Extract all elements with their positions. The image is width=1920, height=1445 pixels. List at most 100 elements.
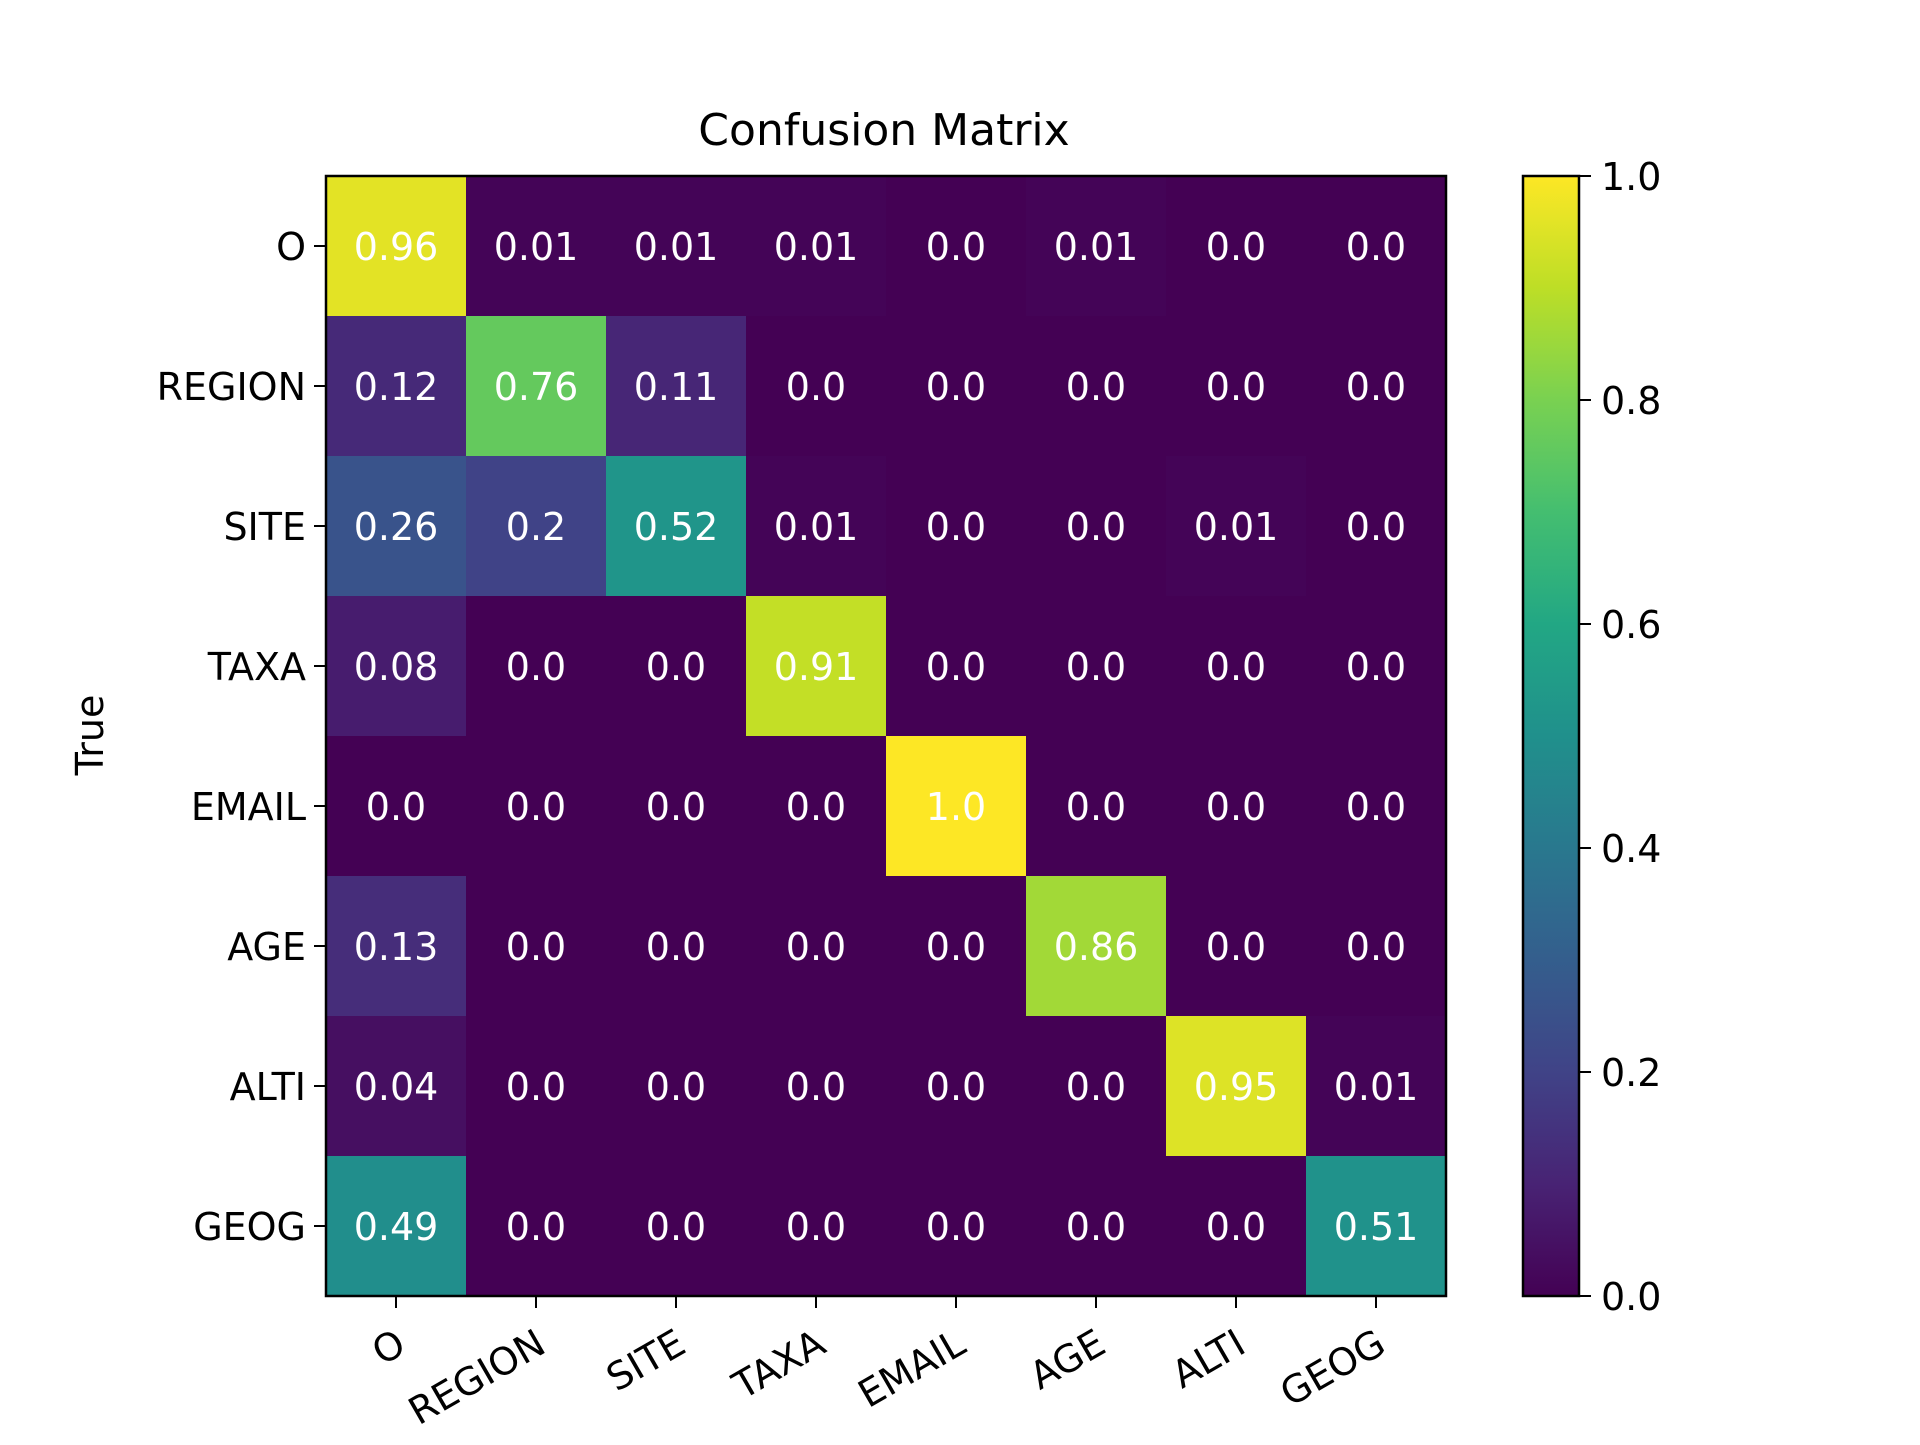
y-axis-label: True: [68, 695, 112, 777]
y-tick-label: AGE: [227, 925, 306, 969]
y-tick-label: O: [276, 225, 306, 269]
cell-value-label: 0.0: [926, 645, 986, 689]
cell-value-label: 0.2: [506, 505, 566, 549]
heatmap-cell: [886, 1016, 1027, 1157]
heatmap-cell: [746, 1156, 887, 1297]
heatmap-cell: [886, 176, 1027, 317]
heatmap-cell: [466, 596, 607, 737]
heatmap-cell: [1026, 876, 1167, 1017]
cell-value-label: 0.26: [354, 505, 439, 549]
cell-value-label: 0.0: [926, 925, 986, 969]
cell-value-label: 0.11: [634, 365, 719, 409]
cell-value-label: 0.08: [354, 645, 439, 689]
cell-value-label: 0.0: [1206, 225, 1266, 269]
cell-value-label: 0.76: [494, 365, 579, 409]
cell-value-label: 0.04: [354, 1065, 439, 1109]
cell-value-label: 0.13: [354, 925, 439, 969]
cell-value-label: 0.0: [926, 1065, 986, 1109]
cell-value-label: 0.0: [646, 1205, 706, 1249]
heatmap-cell: [886, 596, 1027, 737]
y-tick-label: SITE: [223, 505, 306, 549]
heatmap-cell: [1306, 316, 1447, 457]
heatmap-cell: [326, 456, 467, 597]
cell-value-label: 0.01: [1334, 1065, 1419, 1109]
heatmap-cell: [326, 596, 467, 737]
heatmap-cell: [886, 736, 1027, 877]
cell-value-label: 1.0: [926, 785, 986, 829]
cell-value-label: 0.0: [506, 1065, 566, 1109]
cell-annotations: 0.96 0.01 0.01 0.01 0.0 0.01 0.0 0.0 0.12 0.76 0.1…: [354, 225, 1419, 1249]
heatmap-cell: [606, 596, 747, 737]
heatmap-cell: [326, 1156, 467, 1297]
heatmap-cell: [1166, 596, 1307, 737]
cell-value-label: 0.01: [634, 225, 719, 269]
y-axis: O REGION SITE TAXA EMAIL AGE ALTI GEOG: [157, 225, 326, 1249]
y-tick-label: ALTI: [230, 1065, 306, 1109]
heatmap-cell: [1306, 1016, 1447, 1157]
cell-value-label: 0.0: [506, 785, 566, 829]
heatmap-cell: [466, 1156, 607, 1297]
heatmap-cell: [1026, 1016, 1167, 1157]
heatmap-cells: [326, 176, 1447, 1297]
cell-value-label: 0.0: [506, 645, 566, 689]
colorbar-tick-label: 0.2: [1601, 1051, 1661, 1095]
heatmap-cell: [466, 456, 607, 597]
cell-value-label: 0.86: [1054, 925, 1139, 969]
cell-value-label: 0.12: [354, 365, 439, 409]
cell-value-label: 0.0: [1346, 225, 1406, 269]
cell-value-label: 0.0: [1206, 785, 1266, 829]
heatmap-cell: [746, 876, 887, 1017]
heatmap-cell: [1306, 456, 1447, 597]
heatmap-cell: [1306, 176, 1447, 317]
heatmap-cell: [466, 316, 607, 457]
cell-value-label: 0.0: [926, 1205, 986, 1249]
chart-title: Confusion Matrix: [698, 105, 1069, 156]
colorbar-tick-label: 0.6: [1601, 603, 1661, 647]
cell-value-label: 0.0: [646, 1065, 706, 1109]
cell-value-label: 0.0: [1346, 365, 1406, 409]
cell-value-label: 0.0: [506, 925, 566, 969]
y-tick-label: TAXA: [207, 645, 306, 689]
heatmap-cell: [326, 876, 467, 1017]
heatmap-cell: [606, 876, 747, 1017]
cell-value-label: 0.52: [634, 505, 719, 549]
heatmap-cell: [606, 1016, 747, 1157]
heatmap-cell: [886, 456, 1027, 597]
y-tick-label: EMAIL: [191, 785, 306, 829]
heatmap-cell: [606, 736, 747, 877]
heatmap-cell: [1166, 1156, 1307, 1297]
colorbar-tick-label: 0.4: [1601, 827, 1661, 871]
cell-value-label: 0.0: [1346, 925, 1406, 969]
y-tick-label: REGION: [157, 365, 306, 409]
cell-value-label: 0.91: [774, 645, 859, 689]
colorbar-tick-label: 0.0: [1601, 1275, 1661, 1319]
heatmap-cell: [466, 176, 607, 317]
cell-value-label: 0.01: [1054, 225, 1139, 269]
cell-value-label: 0.0: [1206, 1205, 1266, 1249]
cell-value-label: 0.0: [646, 645, 706, 689]
cell-value-label: 0.0: [1206, 365, 1266, 409]
cell-value-label: 0.0: [926, 365, 986, 409]
cell-value-label: 0.95: [1194, 1065, 1279, 1109]
cell-value-label: 0.96: [354, 225, 439, 269]
heatmap-cell: [1166, 876, 1307, 1017]
heatmap-cell: [886, 1156, 1027, 1297]
heatmap-cell: [1026, 456, 1167, 597]
heatmap-cell: [606, 1156, 747, 1297]
heatmap-cell: [886, 316, 1027, 457]
heatmap-cell: [1026, 596, 1167, 737]
colorbar-gradient: [1523, 176, 1579, 1296]
heatmap-cell: [746, 176, 887, 317]
cell-value-label: 0.01: [774, 225, 859, 269]
cell-value-label: 0.01: [494, 225, 579, 269]
cell-value-label: 0.0: [926, 225, 986, 269]
cell-value-label: 0.0: [1066, 505, 1126, 549]
heatmap-cell: [466, 876, 607, 1017]
cell-value-label: 0.0: [786, 925, 846, 969]
heatmap-cell: [326, 176, 467, 317]
heatmap-cell: [1166, 1016, 1307, 1157]
cell-value-label: 0.0: [786, 785, 846, 829]
cell-value-label: 0.01: [774, 505, 859, 549]
